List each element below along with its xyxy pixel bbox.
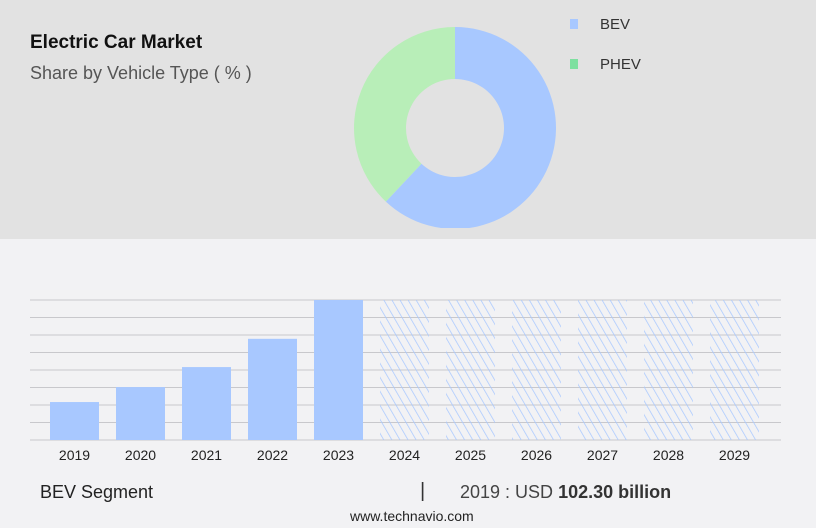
x-tick-label: 2027	[587, 447, 618, 463]
legend-swatch-phev	[570, 59, 578, 69]
legend-swatch-bev	[570, 19, 578, 29]
legend-item-phev: PHEV	[570, 56, 641, 73]
donut-slice-bev	[385, 27, 556, 228]
bar-2023	[314, 300, 363, 440]
x-tick-label: 2024	[389, 447, 420, 463]
bar-2021	[182, 367, 231, 440]
legend-label: BEV	[600, 16, 631, 33]
bar-2029	[710, 300, 759, 440]
segment-value: 2019 : USD 102.30 billion	[460, 482, 671, 503]
chart-title: Electric Car Market	[30, 32, 203, 53]
x-tick-label: 2023	[323, 447, 354, 463]
legend-item-bev: BEV	[570, 16, 630, 33]
x-tick-label: 2019	[59, 447, 90, 463]
bar-2022	[248, 338, 297, 440]
bar-2025	[446, 300, 495, 440]
x-tick-label: 2022	[257, 447, 288, 463]
segment-label: BEV Segment	[40, 482, 154, 502]
x-tick-label: 2020	[125, 447, 156, 463]
donut-slice-phev	[354, 27, 455, 202]
chart-subtitle: Share by Vehicle Type ( % )	[30, 63, 252, 83]
year-label: 2019 : USD	[460, 482, 554, 502]
website-link[interactable]: www.technavio.com	[350, 508, 474, 524]
bar-2026	[512, 300, 561, 440]
x-tick-label: 2026	[521, 447, 552, 463]
separator: |	[420, 480, 426, 502]
bar-2028	[644, 300, 693, 440]
x-tick-label: 2028	[653, 447, 684, 463]
legend-label: PHEV	[600, 56, 641, 73]
bar-2024	[380, 300, 429, 440]
bar-2019	[50, 402, 99, 440]
x-tick-label: 2021	[191, 447, 222, 463]
value-amount: 102.30 billion	[558, 482, 672, 502]
x-tick-label: 2025	[455, 447, 486, 463]
bar-2027	[578, 300, 627, 440]
bar-2020	[116, 387, 165, 440]
x-tick-label: 2029	[719, 447, 750, 463]
